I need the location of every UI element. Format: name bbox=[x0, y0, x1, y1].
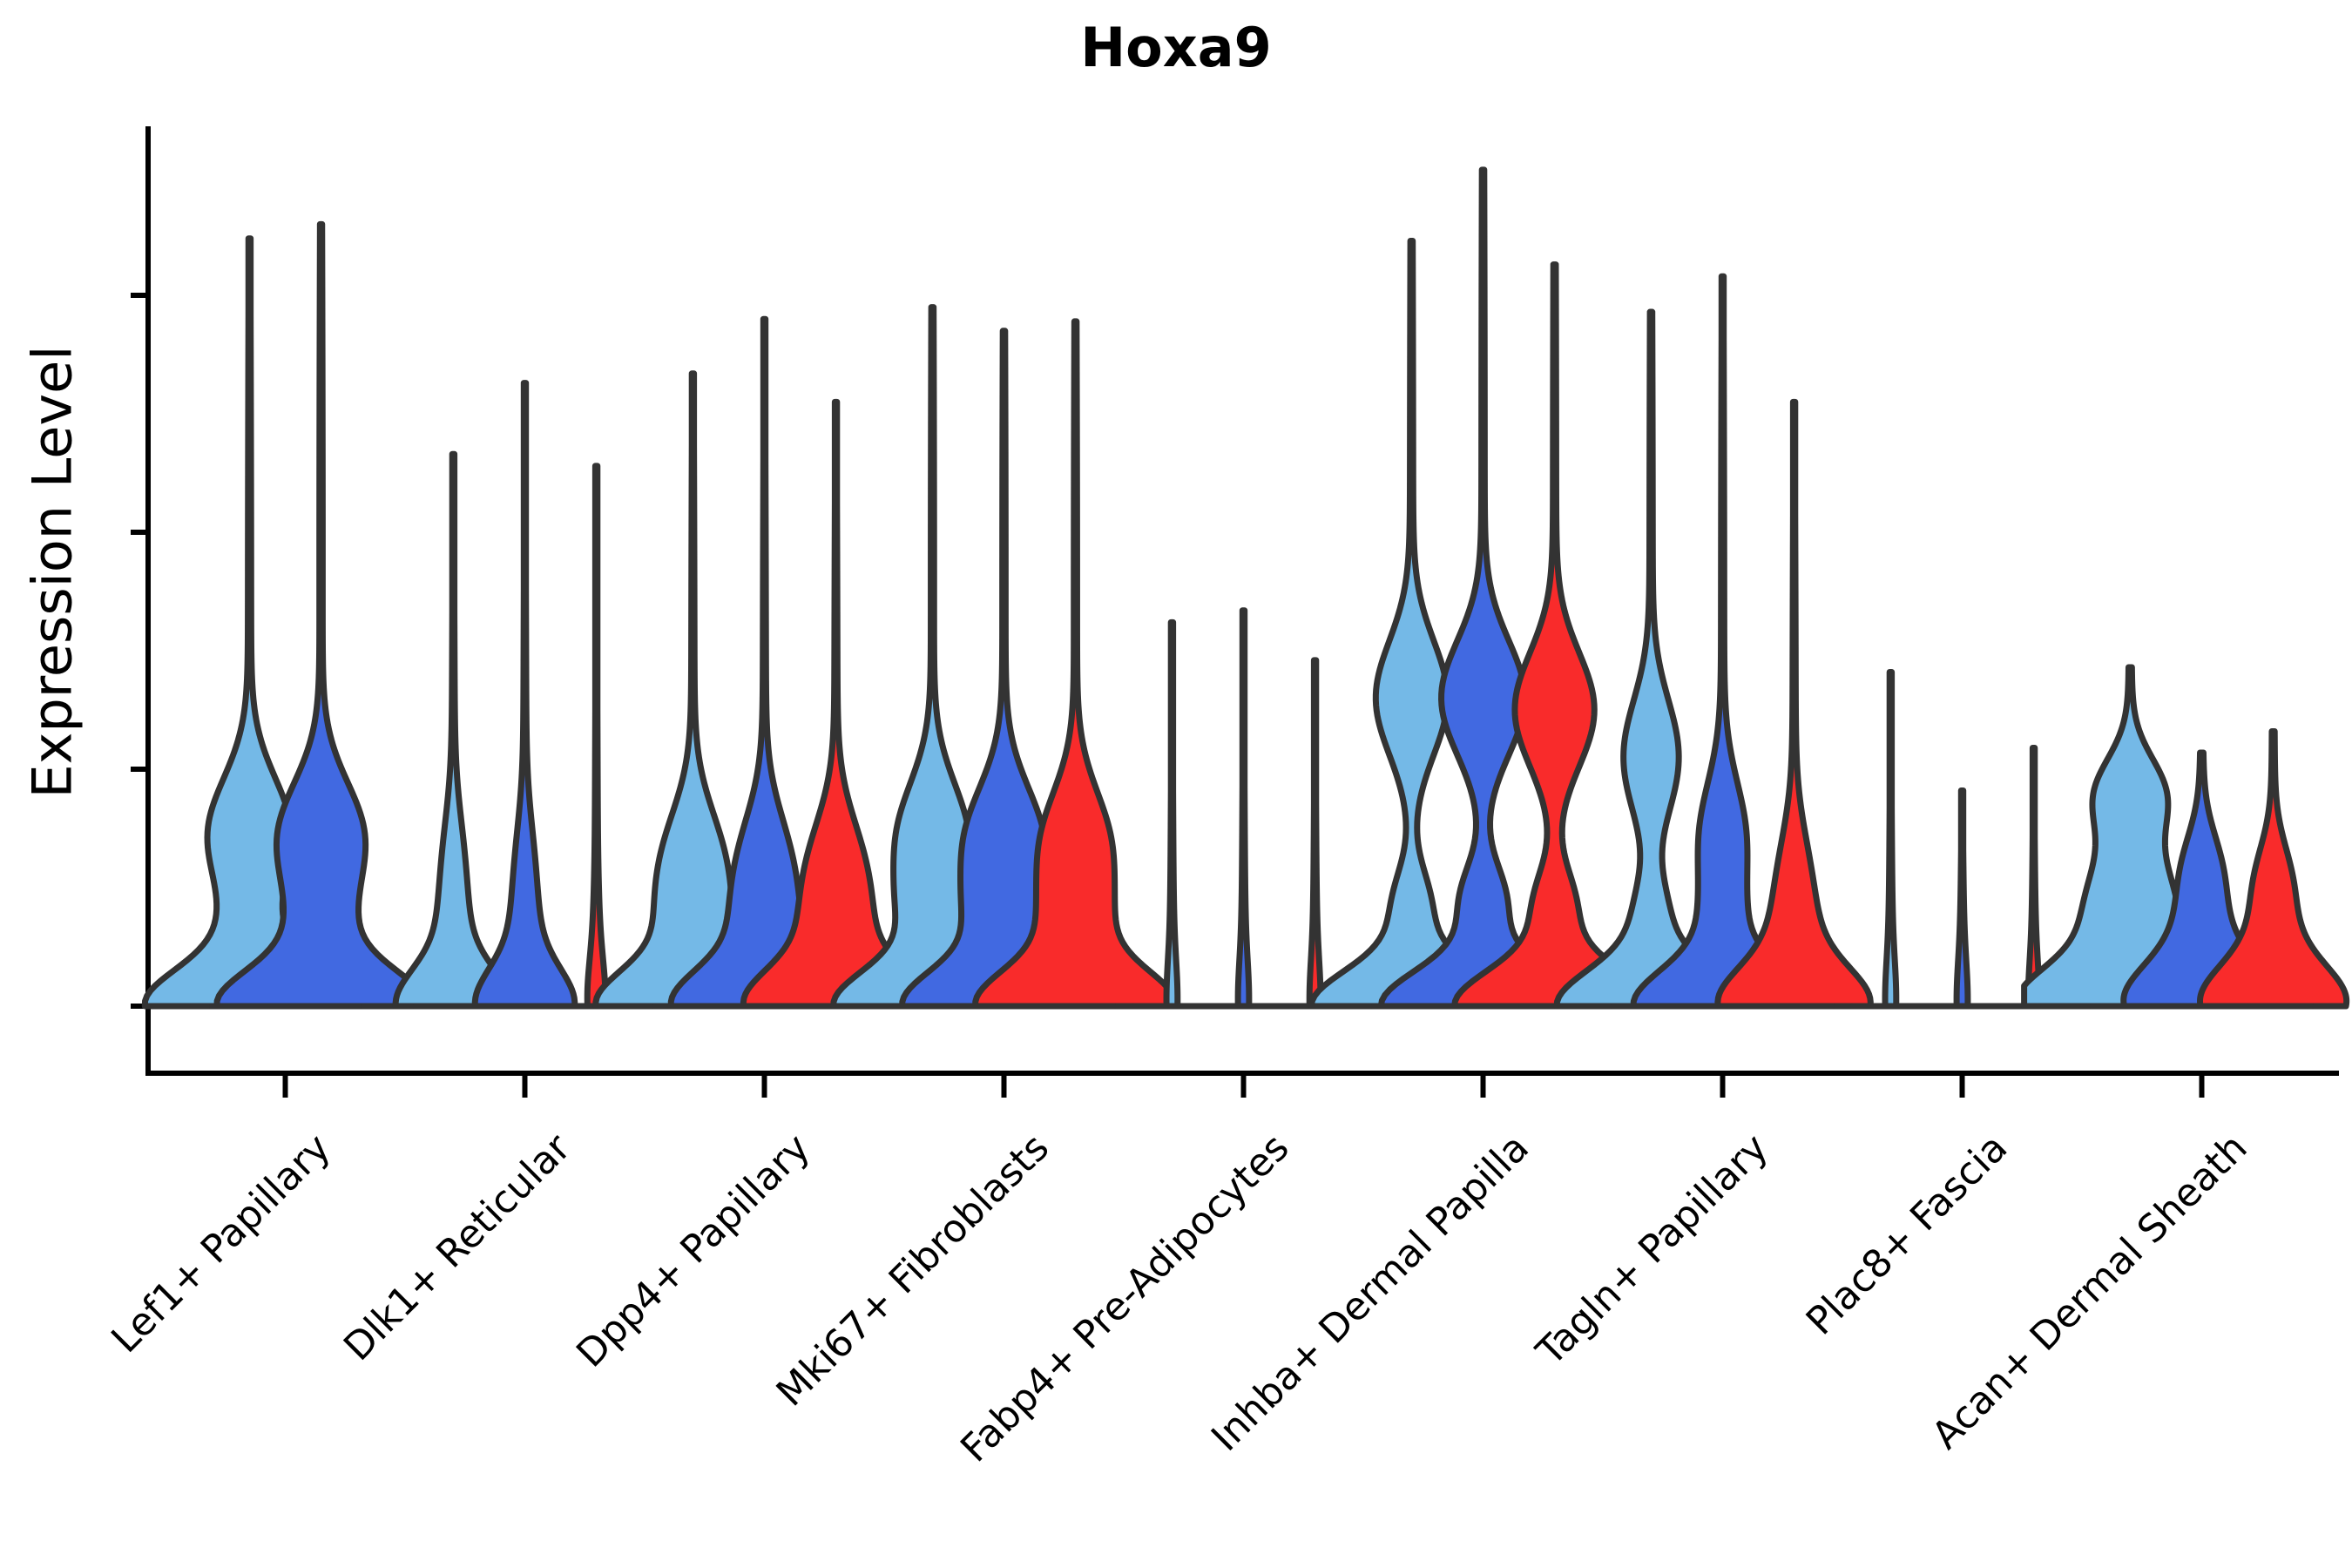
violin-light-blue bbox=[1553, 308, 1749, 1010]
chart-title: Hoxa9 bbox=[1080, 16, 1272, 79]
violin-light-blue bbox=[392, 450, 515, 1010]
axis-spine bbox=[145, 126, 2339, 1076]
violin-red bbox=[1714, 398, 1874, 1010]
violin-red bbox=[2024, 745, 2043, 1010]
violin-red bbox=[584, 463, 609, 1010]
violin-medium-blue bbox=[213, 220, 429, 1010]
violin-light-blue bbox=[1308, 237, 1515, 1010]
violin-red bbox=[972, 318, 1179, 1010]
violin-medium-blue bbox=[1234, 607, 1253, 1010]
violin-red bbox=[740, 398, 932, 1010]
violin-light-blue bbox=[141, 235, 358, 1010]
violin-medium-blue bbox=[667, 315, 862, 1010]
violin-medium-blue bbox=[1630, 273, 1815, 1010]
violin-light-blue bbox=[592, 370, 794, 1010]
violin-light-blue bbox=[830, 304, 1035, 1010]
violin-light-blue bbox=[1163, 618, 1181, 1010]
violin-medium-blue bbox=[1953, 787, 1971, 1010]
violin-red bbox=[2196, 727, 2350, 1010]
violin-light-blue bbox=[1882, 668, 1900, 1010]
violin-red bbox=[1451, 261, 1659, 1010]
violin-medium-blue bbox=[899, 328, 1109, 1010]
violin-medium-blue bbox=[471, 380, 578, 1010]
violin-red bbox=[1306, 657, 1324, 1010]
